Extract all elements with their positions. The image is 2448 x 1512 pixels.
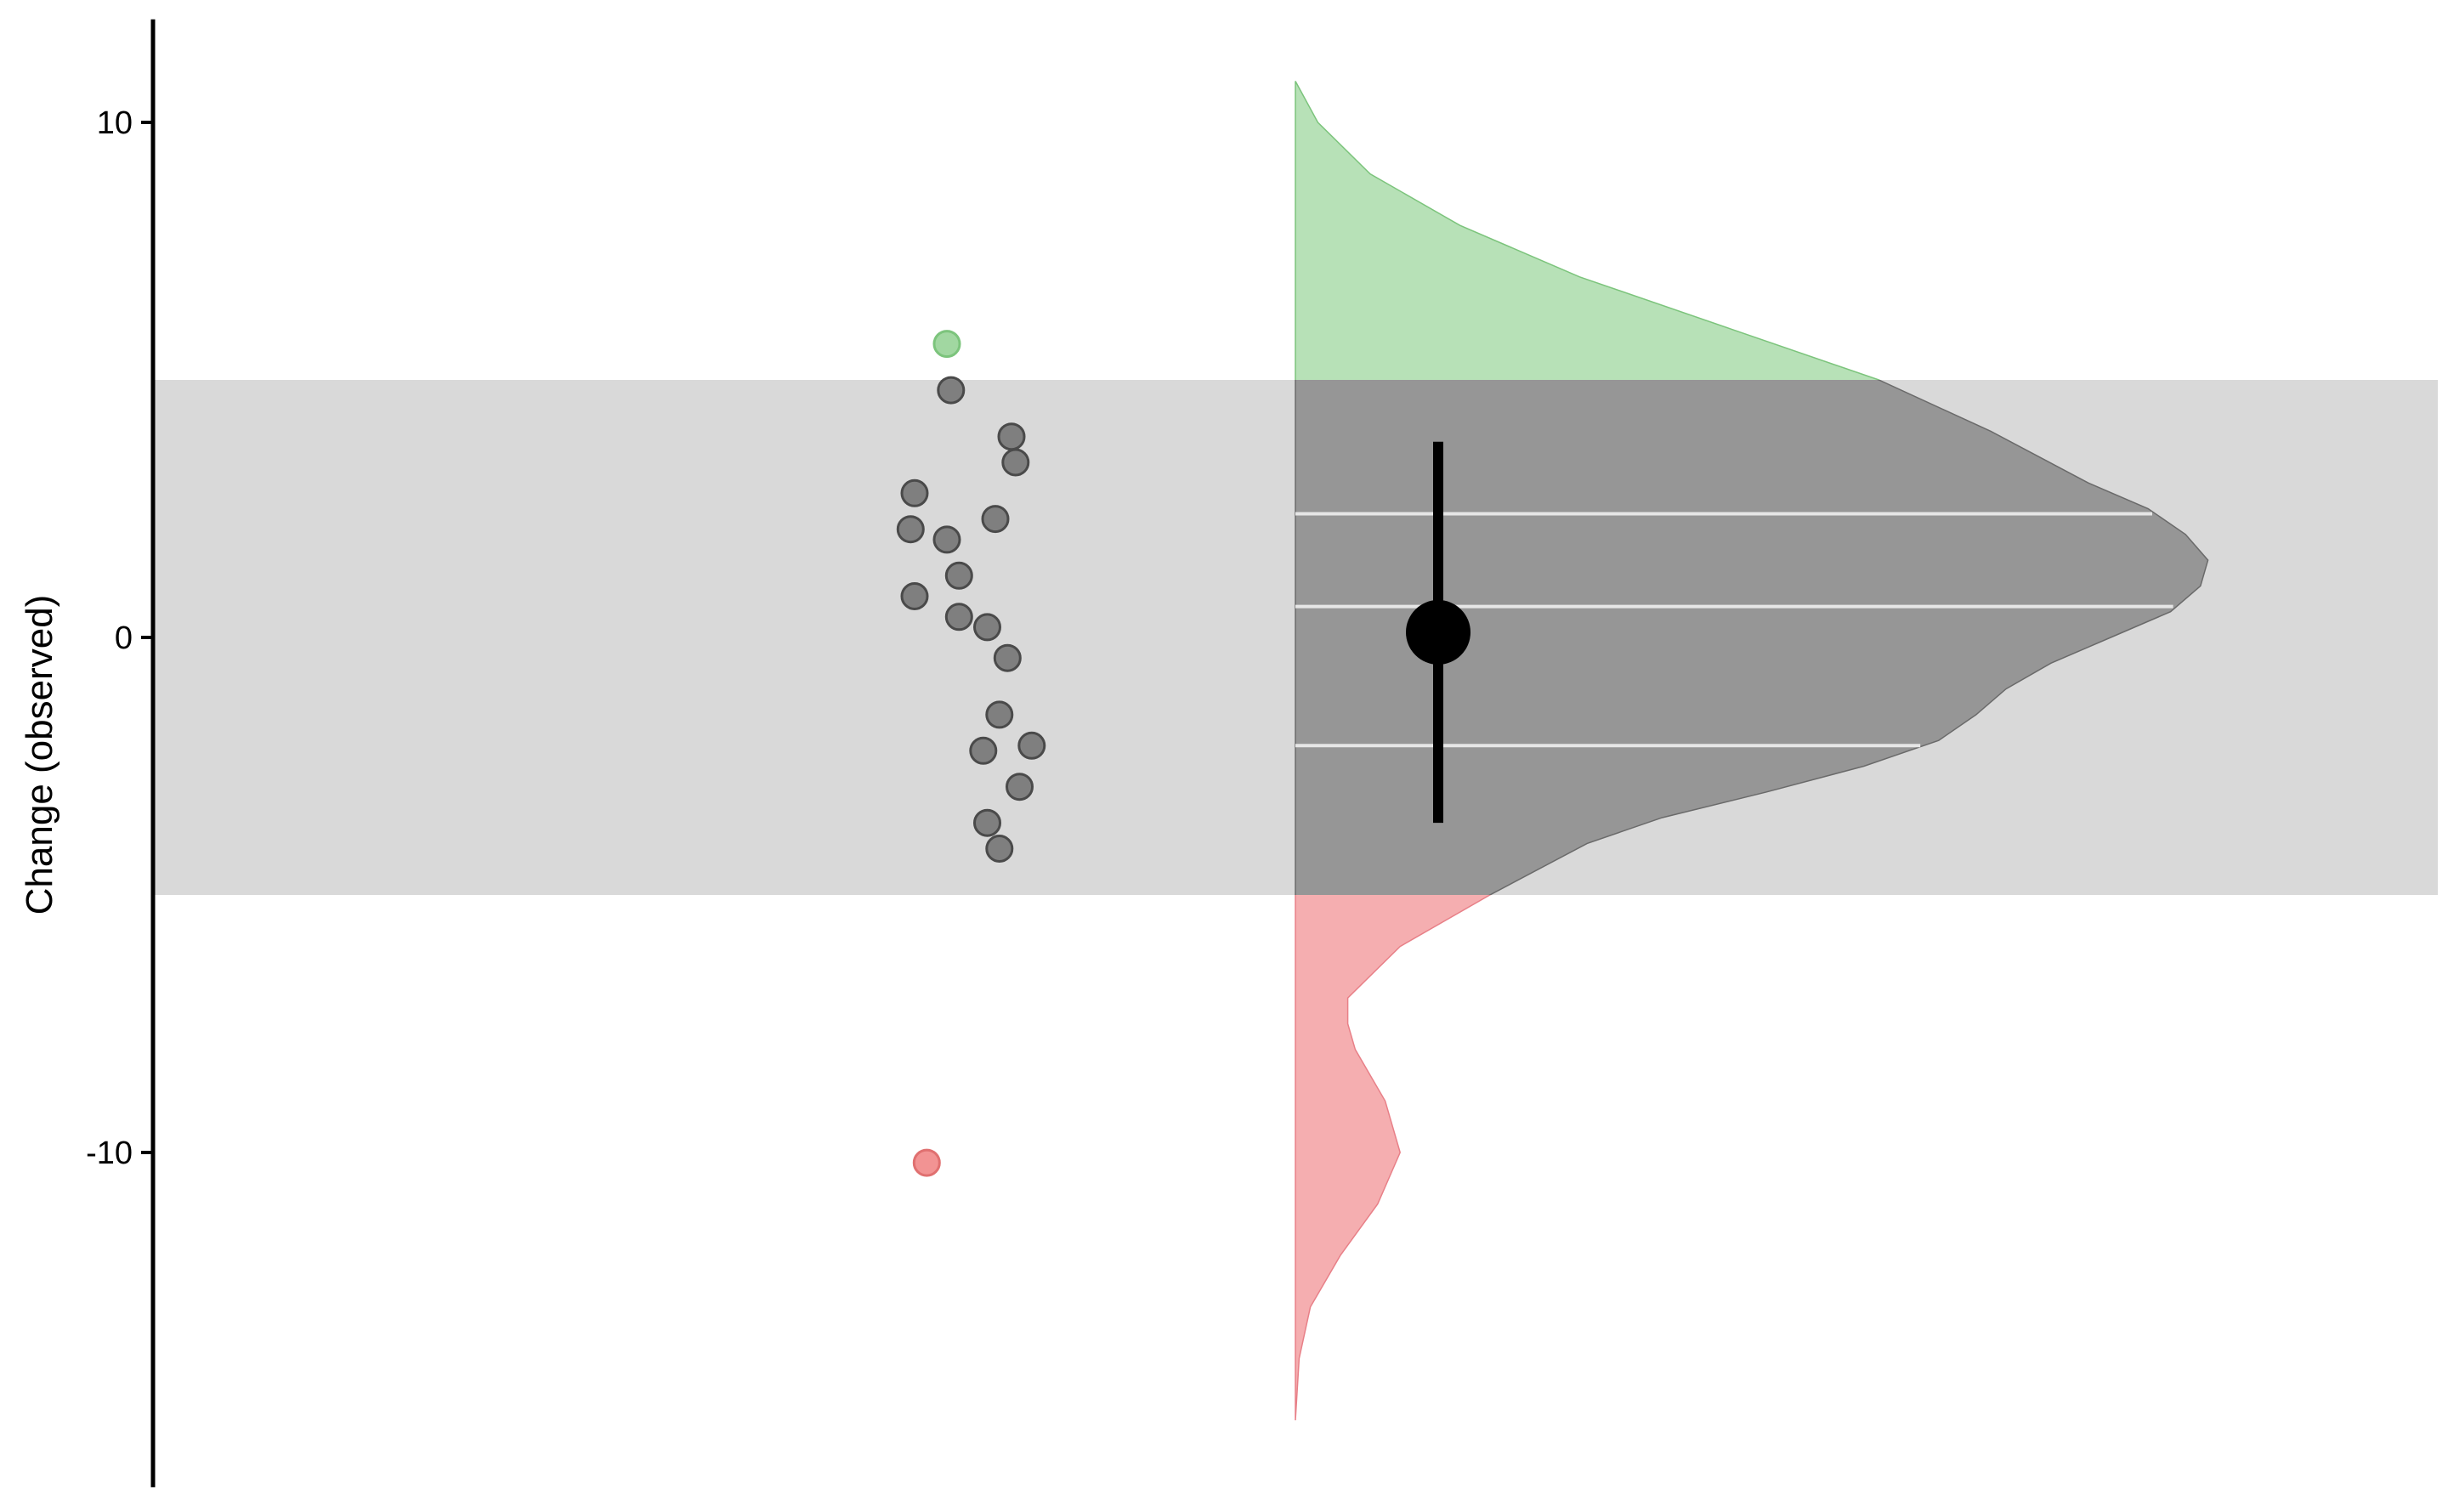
data-point-9 — [944, 561, 973, 590]
y-axis-title: Change (observed) — [19, 595, 60, 915]
data-point-19 — [985, 835, 1014, 863]
data-point-4 — [1001, 448, 1030, 477]
data-point-8 — [932, 525, 961, 554]
summary-layer — [1406, 441, 1470, 824]
y-axis: 10 0 -10 — [86, 19, 156, 1487]
data-point-17 — [1006, 773, 1034, 801]
y-tick-label-0: 0 — [115, 620, 133, 656]
mean-point — [1406, 599, 1470, 665]
data-point-14 — [985, 700, 1014, 729]
density-layer — [1295, 81, 2209, 1421]
data-point-11 — [944, 603, 973, 631]
data-point-13 — [993, 643, 1022, 672]
data-point-10 — [900, 582, 929, 610]
density-region-above-band — [1295, 81, 1881, 380]
data-point-16 — [969, 736, 998, 765]
data-point-1 — [932, 330, 961, 359]
density-region-below-band — [1295, 895, 1492, 1421]
data-point-5 — [900, 479, 929, 507]
data-point-7 — [896, 515, 925, 544]
data-point-20 — [912, 1148, 941, 1177]
y-tick-label--10: -10 — [86, 1135, 133, 1171]
data-point-12 — [973, 613, 1001, 642]
data-point-15 — [1017, 731, 1046, 760]
data-point-18 — [973, 808, 1001, 837]
density-region-inside-band — [1295, 380, 2209, 895]
data-point-3 — [997, 422, 1026, 451]
y-tick-label-10: 10 — [97, 105, 133, 141]
data-point-6 — [981, 505, 1010, 534]
points-layer — [896, 330, 1046, 1177]
data-point-2 — [937, 376, 966, 405]
